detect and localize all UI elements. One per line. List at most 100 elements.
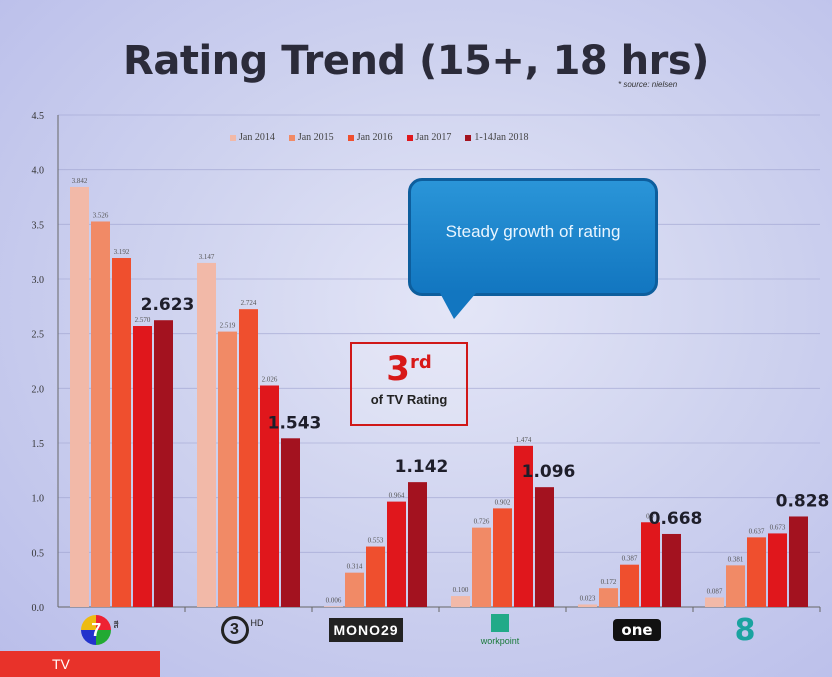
chart-title: Rating Trend (15+, 18 hrs) bbox=[123, 38, 709, 84]
bar bbox=[218, 331, 237, 607]
logo-text: 8 bbox=[734, 612, 756, 648]
data-label: 0.006 bbox=[326, 596, 342, 604]
legend-item: Jan 2017 bbox=[406, 132, 452, 143]
legend-item: 1-14Jan 2018 bbox=[465, 132, 529, 143]
data-label: 0.7 bbox=[646, 512, 655, 520]
bar bbox=[599, 588, 618, 607]
y-tick-label: 3.0 bbox=[32, 275, 45, 286]
bar bbox=[408, 482, 427, 607]
legend-item: Jan 2015 bbox=[288, 132, 334, 143]
bar bbox=[789, 516, 808, 607]
data-label: 0.387 bbox=[622, 555, 638, 563]
logo-text: one bbox=[613, 619, 661, 641]
y-tick-label: 3.5 bbox=[32, 220, 45, 231]
legend-swatch bbox=[406, 134, 413, 141]
legend-swatch bbox=[230, 134, 236, 141]
bar bbox=[197, 262, 216, 607]
data-label: 0.100 bbox=[453, 586, 469, 594]
data-label: 0.726 bbox=[474, 518, 490, 526]
bar bbox=[345, 572, 364, 607]
bar bbox=[493, 508, 512, 607]
logo-text: 3 bbox=[220, 616, 249, 644]
y-tick-label: 0.5 bbox=[32, 548, 45, 559]
mono29-logo: MONO29 bbox=[329, 612, 403, 648]
logo-subtext: สี bbox=[113, 620, 119, 630]
bar bbox=[281, 438, 300, 607]
data-label: 3.842 bbox=[72, 177, 88, 185]
data-label: 0.828 bbox=[776, 491, 830, 511]
rank-badge: 3rd of TV Rating bbox=[350, 342, 468, 426]
data-label: 2.519 bbox=[220, 322, 236, 330]
data-label: 1.474 bbox=[516, 436, 532, 444]
data-label: 0.673 bbox=[770, 523, 786, 531]
data-label: 3.526 bbox=[93, 211, 109, 219]
data-label: 1.096 bbox=[522, 462, 576, 482]
data-label: 3.192 bbox=[114, 248, 130, 256]
bar bbox=[726, 565, 745, 607]
y-tick-label: 1.0 bbox=[32, 494, 45, 505]
bar bbox=[239, 309, 258, 607]
data-label: 2.026 bbox=[262, 375, 278, 383]
legend-swatch bbox=[465, 134, 472, 141]
legend-label: Jan 2017 bbox=[415, 132, 452, 143]
data-label: 0.637 bbox=[749, 527, 765, 535]
legend-label: 1-14Jan 2018 bbox=[474, 132, 529, 143]
chart-legend: Jan 2014 Jan 2015 Jan 2016 Jan 2017 1-14Jan … bbox=[230, 132, 529, 143]
legend-item: Jan 2014 bbox=[230, 132, 275, 143]
callout-bubble: Steady growth of rating bbox=[408, 178, 658, 296]
bar bbox=[366, 546, 385, 607]
one-logo: one bbox=[608, 612, 666, 648]
bar bbox=[535, 487, 554, 607]
data-label: 2.570 bbox=[135, 316, 151, 324]
source-note: * source: nielsen bbox=[618, 80, 678, 89]
ch3-logo: 3 HD bbox=[212, 612, 272, 648]
bar bbox=[260, 385, 279, 607]
y-tick-label: 2.5 bbox=[32, 330, 45, 341]
data-label: 0.314 bbox=[347, 563, 363, 571]
ch8-logo: 8 bbox=[725, 612, 765, 648]
data-label: 0.902 bbox=[495, 498, 511, 506]
y-tick-label: 2.0 bbox=[32, 384, 45, 395]
bar bbox=[705, 597, 724, 607]
legend-swatch bbox=[347, 134, 354, 141]
data-label: 0.964 bbox=[389, 492, 405, 500]
bar bbox=[154, 320, 173, 607]
legend-item: Jan 2016 bbox=[347, 132, 393, 143]
data-label: 0.553 bbox=[368, 537, 384, 545]
legend-label: Jan 2014 bbox=[239, 132, 275, 143]
bar bbox=[387, 501, 406, 607]
y-tick-label: 4.5 bbox=[32, 111, 45, 122]
data-label: 0.023 bbox=[580, 594, 596, 602]
callout-tail bbox=[440, 293, 476, 319]
data-label: 0.172 bbox=[601, 578, 617, 586]
legend-swatch bbox=[288, 134, 295, 141]
bar bbox=[620, 564, 639, 607]
y-tick-label: 1.5 bbox=[32, 439, 45, 450]
ch7-logo: 7 สี bbox=[78, 612, 122, 648]
data-label: 0.668 bbox=[649, 509, 703, 529]
logo-subtext: HD bbox=[250, 618, 264, 628]
bar bbox=[578, 604, 597, 607]
data-label: 1.142 bbox=[395, 457, 449, 477]
logo-text: 7 bbox=[81, 615, 112, 645]
bar bbox=[747, 537, 766, 607]
bar bbox=[662, 533, 681, 607]
data-label: 0.087 bbox=[707, 587, 723, 595]
badge-suffix: rd bbox=[409, 352, 432, 373]
bar bbox=[451, 596, 470, 607]
bar bbox=[91, 221, 110, 607]
bar bbox=[514, 445, 533, 607]
tv-tab[interactable]: TV bbox=[0, 651, 160, 677]
bar bbox=[641, 522, 660, 607]
bar bbox=[70, 186, 89, 607]
data-label: 1.543 bbox=[268, 413, 322, 433]
legend-label: Jan 2016 bbox=[356, 132, 393, 143]
bar bbox=[324, 606, 343, 607]
logo-text: MONO29 bbox=[329, 618, 403, 642]
bar bbox=[133, 326, 152, 607]
callout-text: Steady growth of rating bbox=[445, 222, 621, 241]
data-label: 2.623 bbox=[141, 295, 195, 315]
workpoint-logo: workpoint bbox=[470, 612, 530, 648]
data-label: 0.381 bbox=[728, 555, 744, 563]
